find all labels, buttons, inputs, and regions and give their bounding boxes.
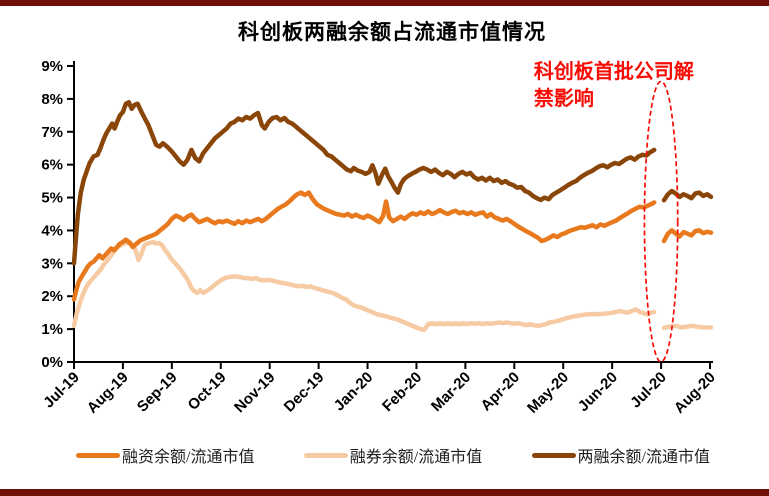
x-tick-label: Mar-20	[428, 369, 474, 415]
series-line-total-margin	[71, 99, 657, 266]
x-tick-label: Feb-20	[379, 369, 425, 415]
legend-item-financing: 融资余额/流通市值	[76, 443, 254, 467]
x-tick-label: Jan-20	[331, 369, 377, 415]
chart-title: 科创板两融余额占流通市值情况	[238, 20, 546, 44]
legend: 融资余额/流通市值 融券余额/流通市值 两融余额/流通市值	[76, 444, 710, 466]
annotation-text: 科创板首批公司解	[534, 59, 694, 83]
y-tick-label: 9%	[41, 58, 63, 75]
y-tick-label: 4%	[41, 222, 63, 239]
y-tick-label: 1%	[41, 321, 63, 338]
legend-item-securities-lending: 融券余额/流通市值	[303, 443, 483, 467]
legend-swatch-securities-lending	[303, 452, 348, 458]
series-line-total-margin	[661, 188, 714, 203]
x-tick-label: Jun-20	[575, 369, 621, 415]
legend-swatch-total-margin	[531, 452, 576, 458]
annotation-ellipse	[643, 80, 679, 363]
top-accent-bar	[0, 0, 769, 6]
y-tick-label: 8%	[41, 91, 63, 108]
y-tick-label: 7%	[41, 124, 63, 141]
series-line-financing	[71, 190, 657, 302]
x-tick-label: Jul-19	[40, 369, 83, 412]
x-tick-label: Dec-19	[281, 369, 328, 416]
legend-label: 两融余额/流通市值	[577, 449, 710, 466]
x-tick-label: Jul-20	[627, 369, 670, 412]
x-tick-label: Sep-19	[134, 369, 181, 416]
y-tick-label: 5%	[41, 190, 63, 207]
legend-swatch-financing	[76, 452, 120, 458]
x-tick-label: Oct-19	[185, 369, 230, 414]
x-tick-label: Nov-19	[231, 369, 278, 416]
series-line-securities-lending	[71, 239, 657, 333]
legend-label: 融券余额/流通市值	[349, 449, 483, 466]
y-tick-label: 2%	[41, 288, 63, 305]
annotation-text: 禁影响	[534, 86, 594, 110]
legend-label: 融资余额/流通市值	[122, 449, 255, 466]
y-tick-label: 0%	[41, 354, 63, 371]
bottom-accent-bar	[0, 489, 769, 496]
x-tick-label: Aug-20	[671, 369, 719, 417]
series-line-financing	[661, 228, 714, 244]
y-tick-label: 6%	[41, 157, 63, 174]
series-line-securities-lending	[661, 323, 714, 331]
x-tick-label: May-20	[524, 369, 572, 417]
line-chart: 0% 1% 2% 3% 4% 5% 6% 7% 8% 9% Jul-19 Aug-19 Sep-19 Oc…	[40, 58, 719, 417]
x-tick-label: Aug-19	[84, 369, 132, 417]
x-tick-label: Apr-20	[478, 369, 524, 415]
y-tick-label: 3%	[41, 255, 63, 272]
legend-item-total-margin: 两融余额/流通市值	[531, 443, 710, 467]
